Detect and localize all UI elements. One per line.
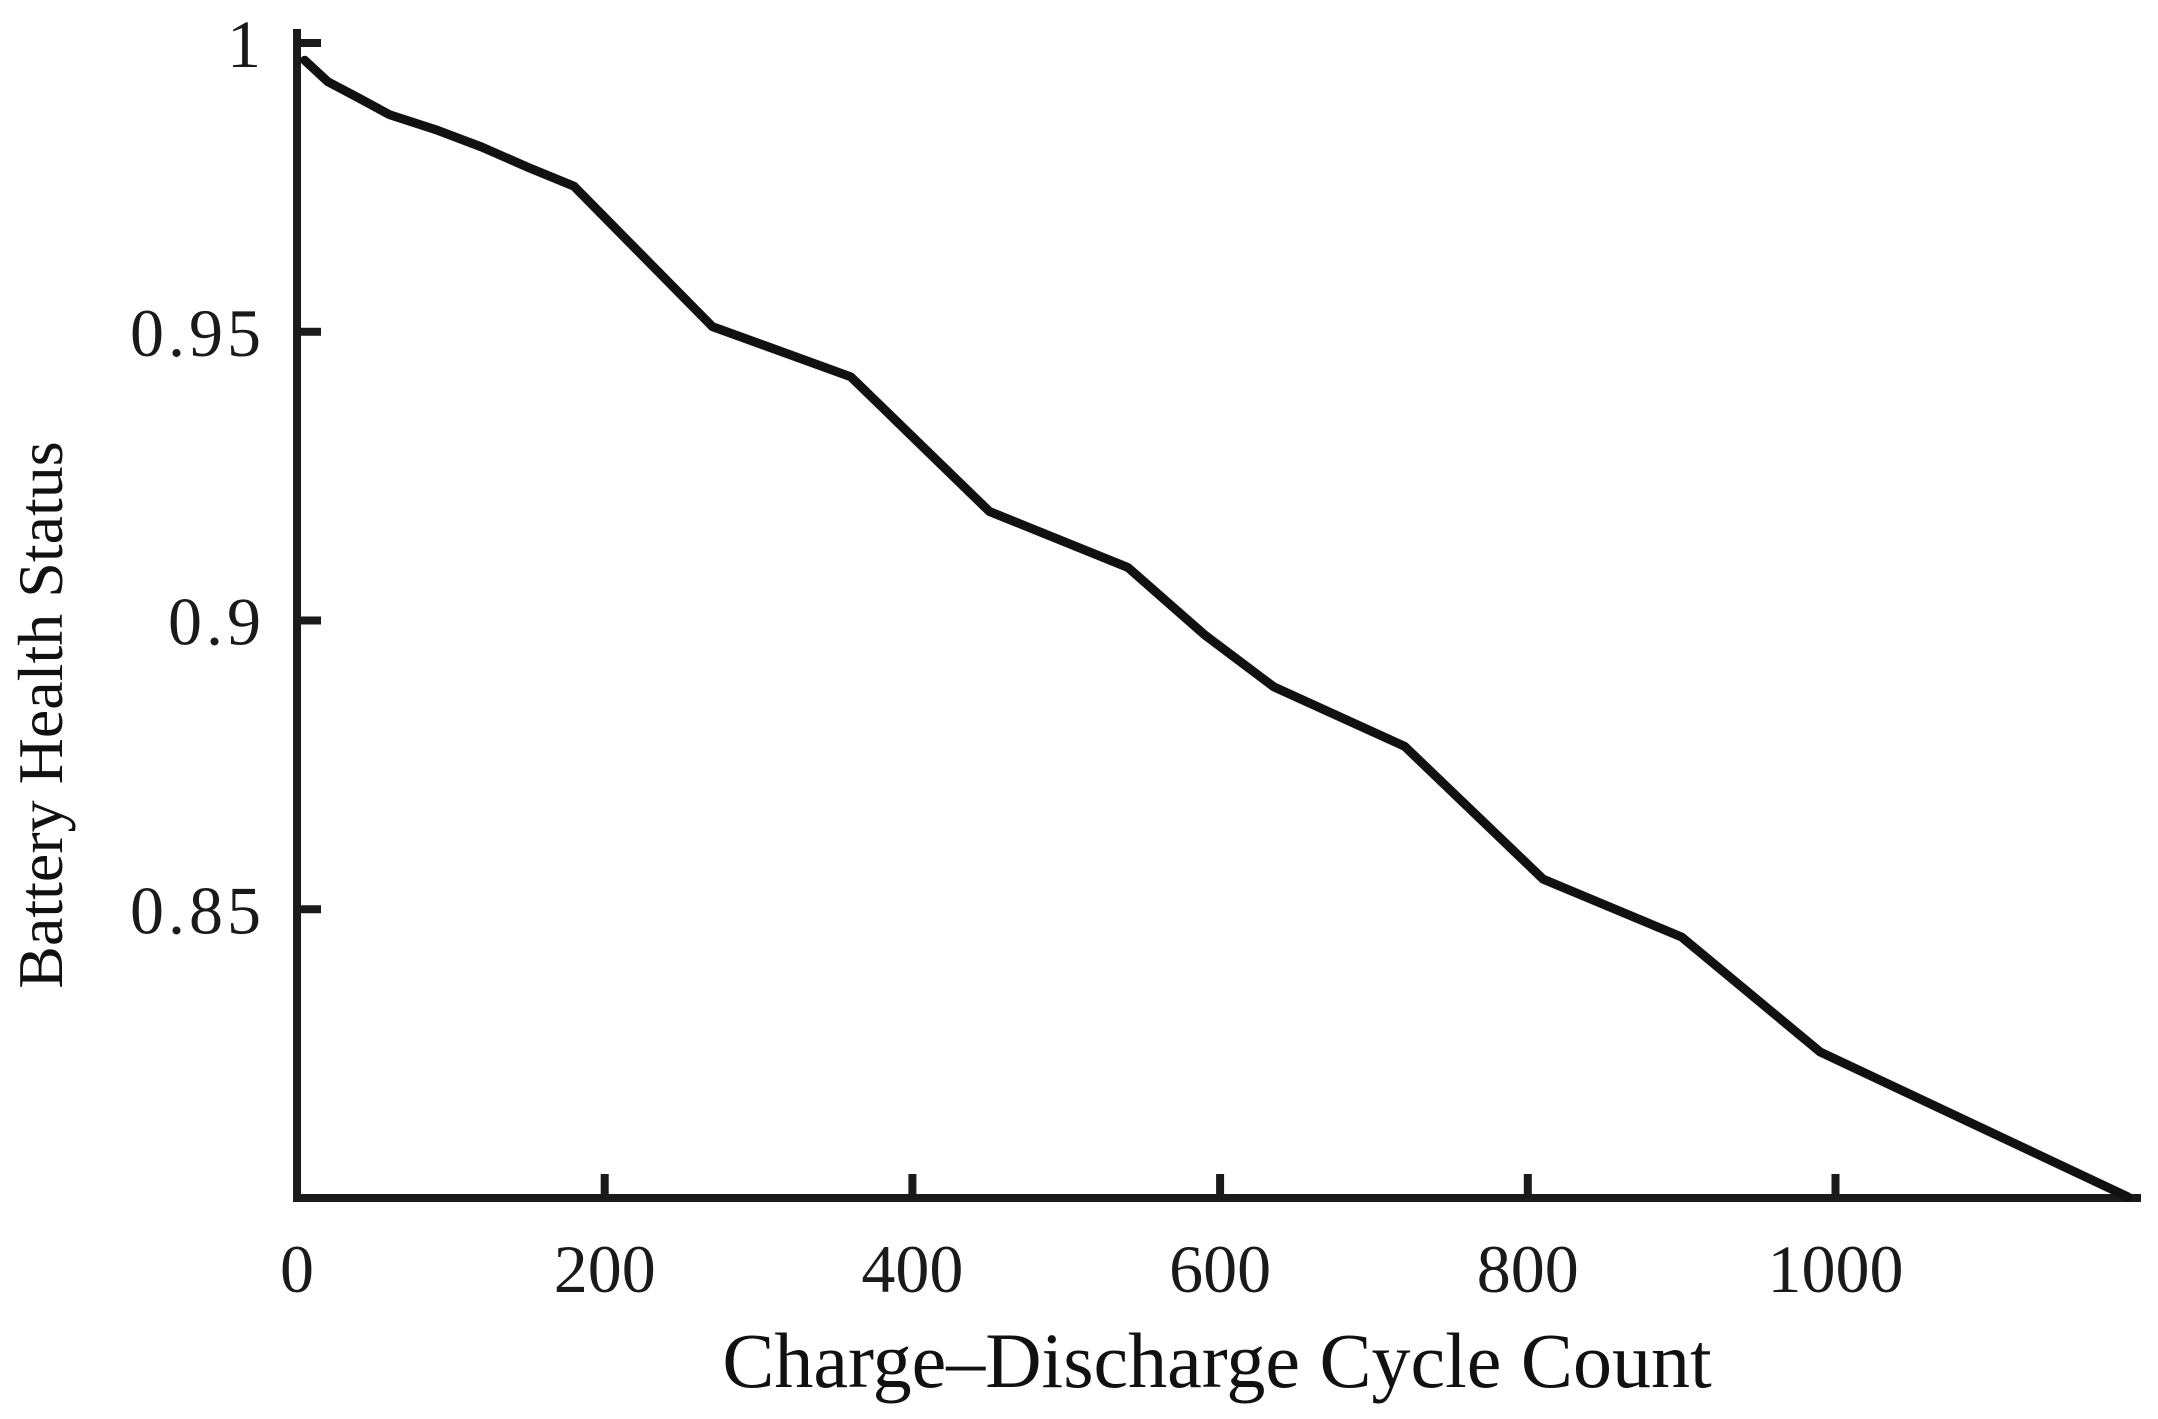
x-tick-label: 800 bbox=[1477, 1231, 1579, 1307]
x-tick-label: 1000 bbox=[1768, 1231, 1904, 1307]
y-tick-label: 0.9 bbox=[168, 584, 265, 660]
y-tick-label: 0.85 bbox=[130, 872, 265, 948]
x-axis-label: Charge–Discharge Cycle Count bbox=[722, 1317, 1712, 1404]
x-axis-ticks bbox=[293, 1174, 1840, 1198]
x-tick-label: 0 bbox=[280, 1231, 314, 1307]
x-tick-label: 200 bbox=[554, 1231, 656, 1307]
y-axis-tick-labels: 1 0.95 0.9 0.85 bbox=[130, 6, 265, 948]
axes-spines bbox=[293, 29, 2141, 1202]
x-tick-label: 400 bbox=[861, 1231, 963, 1307]
x-tick-label: 600 bbox=[1169, 1231, 1271, 1307]
y-axis-ticks bbox=[297, 39, 321, 914]
soh-curve bbox=[300, 55, 2133, 1202]
y-axis-label: Battery Health Status bbox=[5, 441, 76, 988]
y-tick-label: 0.95 bbox=[130, 295, 265, 371]
x-axis-tick-labels: 0 200 400 600 800 1000 bbox=[280, 1231, 1904, 1307]
y-tick-label: 1 bbox=[227, 6, 265, 82]
